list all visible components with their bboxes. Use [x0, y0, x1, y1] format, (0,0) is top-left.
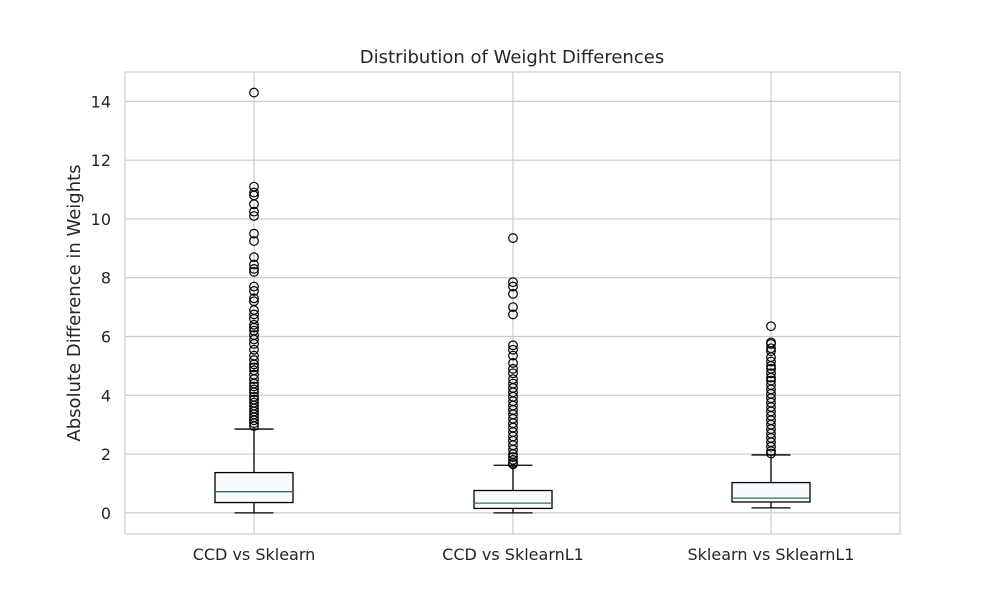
y-tick-label: 14 [91, 92, 111, 111]
outlier-point [249, 418, 259, 429]
outlier-point [249, 211, 259, 221]
box-3 [731, 321, 811, 509]
x-tick-label: Sklearn vs SklearnL1 [688, 545, 855, 564]
iqr-box [731, 481, 811, 503]
outlier-point [249, 264, 259, 274]
outlier-point [249, 199, 259, 210]
outlier-point [508, 452, 518, 462]
outlier-point [249, 259, 259, 270]
x-tick-label: CCD vs SklearnL1 [442, 545, 584, 564]
outlier-point [249, 281, 259, 292]
y-tick-label: 2 [101, 445, 111, 464]
boxes-group [214, 87, 811, 514]
iqr-box [214, 471, 294, 504]
box-1 [214, 87, 294, 514]
outlier-point [249, 286, 259, 296]
y-tick-label: 8 [101, 269, 111, 288]
y-tick-label: 6 [101, 328, 111, 347]
outlier-point [249, 415, 259, 426]
outlier-point [249, 187, 259, 198]
chart-title: Distribution of Weight Differences [360, 47, 664, 68]
outlier-point [508, 288, 518, 299]
outlier-point [249, 334, 259, 345]
y-tick-labels: 0 2 4 6 8 10 12 14 [91, 92, 111, 522]
outlier-point [249, 322, 259, 333]
outlier-point [249, 387, 259, 398]
outlier-point [766, 346, 776, 357]
outlier-point [508, 302, 518, 313]
x-tick-labels: CCD vs Sklearn CCD vs SklearnL1 Sklearn vs… [193, 545, 855, 564]
outlier-point [508, 358, 518, 368]
y-tick-label: 10 [91, 210, 111, 229]
outlier-point [508, 444, 518, 455]
iqr-box [473, 489, 553, 510]
outlier-point [249, 338, 259, 349]
y-tick-label: 4 [101, 386, 111, 405]
outlier-point [249, 228, 259, 239]
outlier-point [249, 421, 259, 432]
outlier-point [249, 359, 259, 370]
outlier-point [249, 252, 259, 263]
outlier-point [766, 446, 776, 457]
outlier-point [766, 441, 776, 452]
outlier-point [249, 236, 259, 246]
outlier-point [249, 319, 259, 330]
outlier-point [766, 448, 776, 459]
outlier-point [508, 350, 518, 361]
outlier-point [249, 381, 259, 392]
y-tick-label: 12 [91, 151, 111, 170]
outlier-point [249, 355, 259, 365]
outlier-point [508, 368, 518, 379]
outlier-point [249, 362, 259, 373]
outlier-point [508, 281, 518, 292]
outlier-point [508, 363, 518, 374]
y-axis-label: Absolute Difference in Weights [64, 164, 85, 441]
outlier-point [508, 459, 518, 470]
outlier-point [508, 233, 518, 243]
outlier-point [249, 206, 259, 217]
outlier-point [249, 87, 259, 98]
outlier-point [766, 372, 776, 383]
x-tick-label: CCD vs Sklearn [193, 545, 316, 564]
outlier-point [249, 293, 259, 304]
outlier-point [508, 455, 518, 465]
y-tick-label: 0 [101, 504, 111, 523]
outlier-point [508, 344, 518, 355]
outlier-point [249, 344, 259, 355]
outlier-point [249, 309, 259, 320]
outlier-point [249, 266, 259, 277]
box-2 [473, 233, 553, 514]
outlier-point [249, 374, 259, 385]
outlier-point [766, 368, 776, 379]
outlier-point [249, 384, 259, 395]
outlier-point [766, 321, 776, 332]
outlier-point [508, 309, 518, 320]
outlier-point [766, 338, 776, 349]
outlier-point [766, 356, 776, 367]
outlier-point [508, 277, 518, 288]
outlier-point [508, 340, 518, 351]
outlier-point [766, 360, 776, 371]
